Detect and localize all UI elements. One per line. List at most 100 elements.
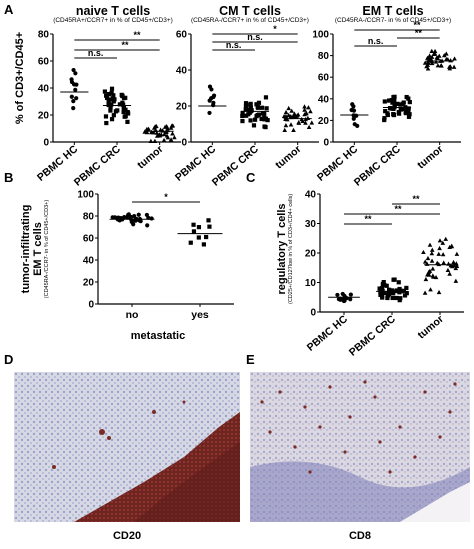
data-point bbox=[255, 104, 260, 110]
panel-b-ylabel: tumor-infiltrating EM T cells (CD45RA-/C… bbox=[20, 194, 50, 304]
data-point bbox=[201, 242, 206, 247]
data-point bbox=[286, 105, 292, 111]
data-point bbox=[429, 251, 435, 256]
data-point bbox=[292, 111, 297, 116]
data-point bbox=[451, 259, 456, 265]
y-tick-label: 100 bbox=[77, 190, 94, 201]
data-point bbox=[341, 298, 346, 304]
data-point bbox=[447, 64, 452, 69]
data-point bbox=[380, 295, 385, 300]
data-point bbox=[444, 51, 449, 56]
data-point bbox=[398, 102, 403, 107]
data-point bbox=[432, 48, 438, 54]
data-point bbox=[381, 279, 386, 285]
data-point bbox=[169, 123, 175, 128]
data-point bbox=[148, 138, 154, 144]
data-point bbox=[252, 117, 258, 122]
data-point bbox=[422, 290, 428, 295]
significance-label: ** bbox=[121, 40, 129, 50]
data-point bbox=[121, 109, 126, 115]
significance-label: ** bbox=[394, 204, 402, 214]
data-point bbox=[256, 100, 262, 105]
data-point bbox=[377, 286, 382, 291]
micrograph-label-cd8: CD8 bbox=[348, 530, 371, 542]
data-point bbox=[302, 104, 307, 109]
data-point bbox=[206, 218, 211, 223]
y-tick-label: 20 bbox=[38, 111, 50, 122]
data-point bbox=[407, 112, 412, 117]
data-point bbox=[385, 293, 390, 299]
data-point bbox=[427, 53, 432, 58]
plot-subtitle-em: (CD45RA-/CCR7- in % of CD45+/CD3+) bbox=[334, 17, 452, 24]
data-point bbox=[283, 122, 289, 128]
data-point bbox=[240, 110, 245, 116]
data-point bbox=[429, 247, 435, 252]
significance-label: ** bbox=[364, 214, 372, 224]
panel-letter-e: E bbox=[246, 352, 255, 367]
data-point bbox=[162, 131, 167, 137]
data-point bbox=[430, 266, 436, 271]
y-tick-label: 80 bbox=[83, 212, 95, 223]
data-point bbox=[383, 109, 388, 114]
plot-title-cm: CM T cells bbox=[219, 4, 281, 18]
data-point bbox=[122, 114, 127, 119]
data-point bbox=[110, 96, 115, 101]
y-tick-label: 60 bbox=[176, 30, 188, 41]
data-point bbox=[447, 271, 452, 276]
data-point bbox=[111, 93, 116, 98]
data-point bbox=[440, 240, 446, 245]
y-tick-label: 40 bbox=[83, 256, 95, 267]
data-point bbox=[240, 118, 245, 124]
data-point bbox=[429, 60, 435, 66]
y-tick-label: 80 bbox=[318, 51, 330, 62]
data-point bbox=[303, 110, 309, 115]
data-point bbox=[425, 255, 431, 261]
data-point bbox=[125, 214, 130, 219]
data-point bbox=[302, 107, 307, 112]
data-point bbox=[395, 101, 400, 106]
data-point bbox=[441, 260, 447, 265]
plot-subtitle-cm: (CD45RA-/CCR7+ in % of CD45+/CD3+) bbox=[191, 17, 309, 24]
data-point bbox=[380, 285, 385, 291]
data-point bbox=[387, 106, 393, 111]
data-point bbox=[425, 272, 430, 277]
data-point bbox=[440, 252, 446, 257]
data-point bbox=[402, 293, 408, 298]
significance-label: ** bbox=[415, 28, 423, 38]
y-tick-label: 40 bbox=[38, 84, 50, 95]
data-point bbox=[196, 225, 202, 230]
data-point bbox=[106, 92, 112, 97]
y-tick-label: 0 bbox=[310, 308, 316, 319]
data-point bbox=[191, 222, 196, 227]
data-point bbox=[445, 267, 451, 273]
panel-letter-d: D bbox=[4, 352, 14, 367]
data-point bbox=[387, 98, 392, 103]
data-point bbox=[149, 216, 154, 221]
data-point bbox=[172, 135, 177, 140]
significance-label: n.s. bbox=[88, 48, 104, 58]
data-point bbox=[74, 96, 79, 101]
y-tick-label: 0 bbox=[43, 138, 49, 149]
significance-label: * bbox=[164, 192, 168, 202]
data-point bbox=[403, 111, 409, 116]
data-point bbox=[401, 288, 406, 293]
data-point bbox=[296, 120, 301, 125]
data-point bbox=[161, 137, 167, 143]
data-point bbox=[251, 123, 257, 128]
x-category-label: PBMC HC bbox=[305, 313, 351, 354]
data-point bbox=[115, 108, 120, 113]
data-point bbox=[145, 223, 150, 228]
panel-b-ylabel-sub: (CD45RA-/CCR7- in % of CD45+/CD3+) bbox=[44, 199, 50, 299]
data-point bbox=[394, 295, 399, 301]
data-point bbox=[71, 67, 76, 73]
data-point bbox=[283, 109, 289, 115]
data-point bbox=[248, 118, 253, 123]
data-point bbox=[390, 295, 395, 301]
data-point bbox=[306, 105, 311, 110]
data-point bbox=[425, 66, 431, 71]
data-point bbox=[255, 113, 260, 118]
y-tick-label: 40 bbox=[305, 190, 317, 201]
data-point bbox=[396, 110, 401, 115]
